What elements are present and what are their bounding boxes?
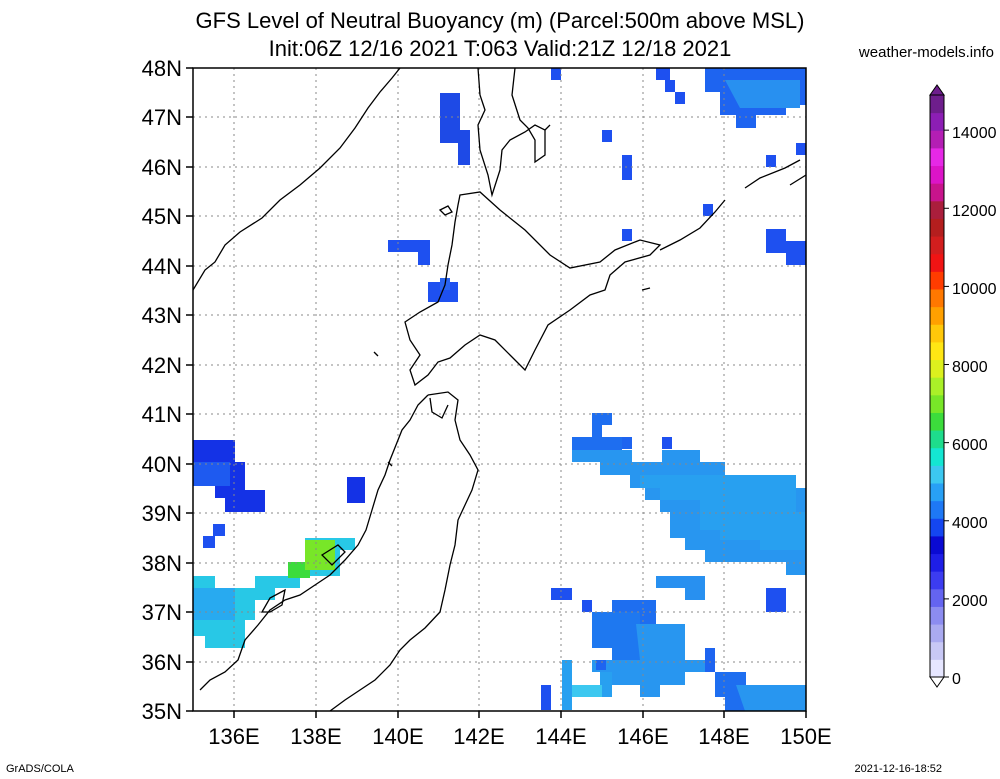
lat-label: 37N (142, 600, 182, 625)
colorbar-label: 0 (952, 671, 961, 688)
colorbar-swatch (930, 253, 944, 272)
colorbar-swatch (930, 306, 944, 325)
lat-label: 48N (142, 56, 182, 81)
footer-software: GrADS/COLA (6, 763, 74, 775)
colorbar-swatch (930, 183, 944, 202)
colorbar-swatch (930, 447, 944, 466)
colorbar-swatch (930, 624, 944, 643)
colorbar-swatch (930, 606, 944, 625)
colorbar-label: 14000 (952, 125, 997, 142)
colorbar-swatch (930, 641, 944, 660)
lon-label: 148E (698, 724, 749, 749)
colorbar-swatch (930, 200, 944, 219)
lat-label: 38N (142, 551, 182, 576)
lat-label: 40N (142, 452, 182, 477)
colorbar-swatch (930, 571, 944, 590)
colorbar-label: 2000 (952, 593, 988, 610)
colorbar-swatch (930, 588, 944, 607)
lat-label: 44N (142, 254, 182, 279)
colorbar-swatch (930, 518, 944, 537)
lat-label: 45N (142, 204, 182, 229)
lon-label: 150E (780, 724, 831, 749)
lat-label: 41N (142, 402, 182, 427)
colorbar-frame (929, 94, 945, 678)
colorbar-swatch (930, 271, 944, 290)
axis-ticks (186, 67, 807, 718)
colorbar-swatch (930, 500, 944, 519)
colorbar-swatch (930, 147, 944, 167)
colorbar-swatch (930, 377, 944, 396)
colorbar-label: 12000 (952, 203, 997, 220)
colorbar-swatch (930, 535, 944, 555)
colorbar-swatch (930, 165, 944, 184)
colorbar-label: 8000 (952, 359, 988, 376)
colorbar-label: 10000 (952, 281, 997, 298)
colorbar-swatch (930, 359, 944, 378)
colorbar-min-arrow (929, 676, 945, 688)
colorbar-swatch (930, 236, 944, 255)
lon-label: 142E (453, 724, 504, 749)
map-frame (192, 67, 807, 712)
graticule (193, 68, 806, 711)
lat-label: 43N (142, 303, 182, 328)
lon-label: 144E (535, 724, 586, 749)
source-credit[interactable]: weather-models.info (858, 44, 994, 61)
lat-label: 47N (142, 105, 182, 130)
lon-label: 138E (290, 724, 341, 749)
map-subtitle: Init:06Z 12/16 2021 T:063 Valid:21Z 12/1… (268, 36, 732, 61)
colorbar-swatch (930, 95, 944, 114)
colorbar-swatch (930, 218, 944, 237)
lat-label: 46N (142, 155, 182, 180)
lon-label: 146E (617, 724, 668, 749)
colorbar-swatch (930, 659, 944, 678)
colorbar-label: 4000 (952, 515, 988, 532)
colorbar-swatch (930, 465, 944, 484)
colorbar-swatch (930, 112, 944, 131)
lat-label: 36N (142, 650, 182, 675)
colorbar-swatch (930, 394, 944, 413)
colorbar-swatch (930, 289, 944, 308)
footer-timestamp: 2021-12-16-18:52 (854, 763, 942, 775)
colorbar-swatch (930, 324, 944, 343)
colorbar-labels: 0 2000 4000 6000 8000 10000 12000 14000 (952, 125, 997, 688)
colorbar-swatch (930, 130, 944, 149)
map-title: GFS Level of Neutral Buoyancy (m) (Parce… (195, 8, 805, 33)
colorbar (929, 84, 949, 688)
colorbar-swatch (930, 483, 944, 502)
coastlines (193, 68, 806, 711)
colorbar-swatch (930, 430, 944, 449)
lat-label: 39N (142, 501, 182, 526)
lat-label: 35N (142, 699, 182, 724)
colorbar-label: 6000 (952, 437, 988, 454)
lat-label: 42N (142, 353, 182, 378)
colorbar-max-arrow (929, 84, 945, 96)
colorbar-swatch (930, 341, 944, 361)
colorbar-swatch (930, 412, 944, 431)
lon-label: 140E (372, 724, 423, 749)
lon-label: 136E (208, 724, 259, 749)
colorbar-swatch (930, 553, 944, 572)
buoyancy-field (193, 68, 806, 711)
